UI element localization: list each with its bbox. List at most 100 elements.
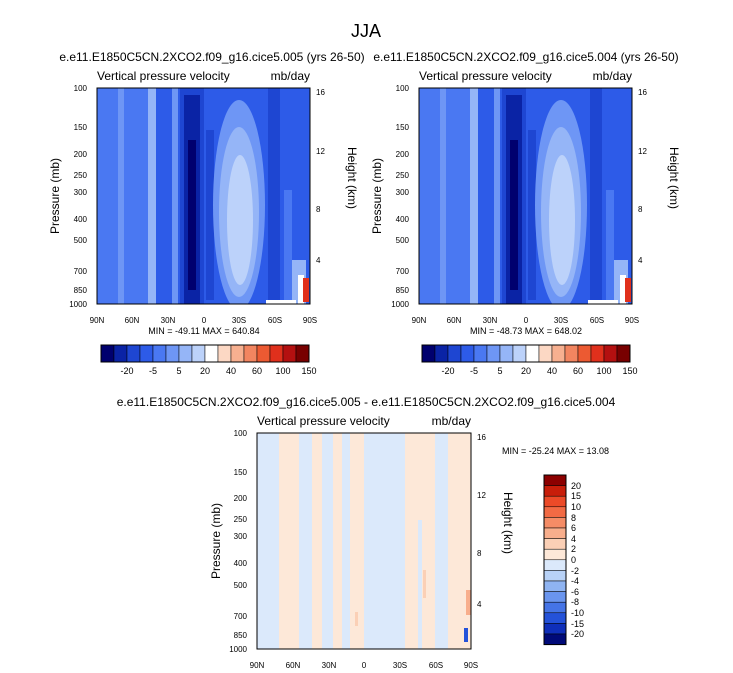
panel-b-variable-label: Vertical pressure velocity [419, 69, 552, 83]
panel-c-colorbar-label: -2 [571, 566, 579, 576]
panel-c-ytick-label: 850 [234, 631, 248, 640]
panel-b-colorbar-label: 20 [521, 366, 531, 376]
panel-c-ytick-label: 1000 [229, 645, 247, 654]
panel-a-ytick-label: 250 [74, 171, 88, 180]
panel-a-colorbar-label: 150 [301, 366, 316, 376]
figure-title: JJA [351, 21, 381, 41]
panel-c-xtick-label: 60S [429, 661, 443, 670]
panel-a-frame [96, 87, 311, 305]
panel-a-height-tick-label: 4 [316, 256, 321, 265]
panel-a-band-light-left [118, 88, 124, 304]
panel-a-height-tick-label: 16 [316, 88, 325, 97]
panel-c-colorbar-label: 15 [571, 491, 581, 501]
panel-a-xtick-label: 60S [268, 316, 282, 325]
panel-b-band-light-left2 [470, 88, 478, 304]
panel-b-colorbar-frame [421, 344, 631, 363]
panel-b-colorbar-label: 60 [573, 366, 583, 376]
panel-c-bottom-axis: 90N 60N 30N 0 30S 60S 90S [250, 661, 478, 670]
panel-b-xtick-label: 30N [483, 316, 498, 325]
panel-a-colorbar-label: 5 [176, 366, 181, 376]
panel-a-colorbar-label: 40 [226, 366, 236, 376]
panel-b-sh-light-band [606, 190, 614, 300]
panel-b-nh-band [419, 88, 474, 304]
panel-b-height-tick-label: 12 [638, 147, 647, 156]
panel-a-left-axis: 100 150 200 250 300 400 500 700 850 1000 [69, 84, 87, 309]
panel-b-pole-white [620, 275, 626, 304]
panel-a-ytick-label: 100 [74, 84, 88, 93]
panel-b-ytick-label: 850 [396, 286, 410, 295]
panel-b-ytick-label: 200 [396, 150, 410, 159]
colorbar-swatch [543, 548, 567, 561]
colorbar-swatch [543, 485, 567, 497]
panel-b: e.e11.E1850C5CN.2XCO2.f09_g16.cice5.004 … [370, 50, 681, 376]
panel-b-itcz-core [510, 140, 518, 290]
panel-b-ytick-label: 100 [396, 84, 410, 93]
panel-a-colorbar-label: -20 [120, 366, 133, 376]
panel-b-ytick-label: 300 [396, 188, 410, 197]
panel-c-colorbar-label: 0 [571, 555, 576, 565]
panel-a-xtick-label: 90N [90, 316, 105, 325]
colorbar-swatch [512, 344, 527, 363]
panel-b-height-tick-label: 8 [638, 205, 643, 214]
panel-a-plot-field [97, 88, 310, 304]
panel-b-xtick-label: 90N [412, 316, 427, 325]
panel-c-ytick-label: 300 [234, 532, 248, 541]
panel-a-xtick-label: 30S [232, 316, 246, 325]
colorbar-swatch [543, 591, 567, 603]
panel-b-colorbar-label: -5 [470, 366, 478, 376]
panel-a-ylabel: Pressure (mb) [48, 158, 62, 234]
panel-c-colorbar: 20 15 10 8 6 4 2 0 -2 -4 -6 -8 -10 -15 -… [543, 474, 584, 646]
panel-b-band-light-left [440, 88, 446, 304]
panel-c-xtick-label: 30S [393, 661, 407, 670]
panel-a-xtick-label: 30N [161, 316, 176, 325]
colorbar-swatch [230, 344, 245, 363]
panel-c-ytick-label: 500 [234, 581, 248, 590]
colorbar-swatch [551, 344, 566, 363]
panel-c-ytick-label: 200 [234, 494, 248, 503]
panel-c-xtick-label: 30N [322, 661, 337, 670]
panel-a-units-label: mb/day [271, 69, 310, 83]
panel-c-small-positive-blob [355, 612, 358, 626]
colorbar-swatch [543, 633, 567, 645]
colorbar-swatch [543, 474, 567, 486]
panel-b-ytick-label: 250 [396, 171, 410, 180]
panel-c-negative-gap [418, 520, 422, 649]
panel-c-ytick-label: 150 [234, 468, 248, 477]
panel-c-colorbar-label: 8 [571, 513, 576, 523]
panel-c-colorbar-label: -4 [571, 576, 579, 586]
panel-c-positive-band [448, 433, 471, 649]
colorbar-swatch [564, 344, 579, 363]
panel-c-variable-label: Vertical pressure velocity [257, 414, 390, 428]
panel-a-pole-red [303, 278, 309, 302]
colorbar-swatch [543, 623, 567, 635]
panel-c-colorbar-label: 10 [571, 502, 581, 512]
panel-a-band-light-left3 [172, 88, 178, 304]
panel-a-ytick-label: 200 [74, 150, 88, 159]
panel-a-subsidence-inner [227, 155, 253, 285]
panel-c-ylabel: Pressure (mb) [209, 503, 223, 579]
panel-c-stats: MIN = -25.24 MAX = 13.08 [502, 446, 609, 456]
panel-c-height-tick-label: 8 [477, 549, 482, 558]
colorbar-swatch [421, 344, 436, 363]
colorbar-swatch [543, 495, 567, 508]
panel-c-positive-band [279, 433, 299, 649]
panel-b-units-label: mb/day [593, 69, 632, 83]
panel-a-colorbar-label: 60 [252, 366, 262, 376]
colorbar-swatch [447, 344, 462, 363]
panel-b-colorbar-label: 100 [596, 366, 611, 376]
panel-c-height-tick-label: 16 [477, 433, 486, 442]
panel-b-stats: MIN = -48.73 MAX = 648.02 [470, 326, 582, 336]
panel-a-itcz-core [188, 140, 196, 290]
panel-b-xtick-label: 0 [524, 316, 529, 325]
panel-c-positive-band [350, 433, 364, 649]
panel-a-variable-label: Vertical pressure velocity [97, 69, 230, 83]
colorbar-swatch [178, 344, 193, 363]
panel-c-ytick-label: 100 [234, 429, 248, 438]
panel-a-surface-mask [266, 300, 296, 304]
panel-c-small-positive-blob [423, 570, 426, 598]
colorbar-swatch [538, 344, 553, 363]
panel-b-ytick-label: 700 [396, 267, 410, 276]
panel-a-colorbar-label: -5 [149, 366, 157, 376]
panel-b-ytick-label: 150 [396, 123, 410, 132]
